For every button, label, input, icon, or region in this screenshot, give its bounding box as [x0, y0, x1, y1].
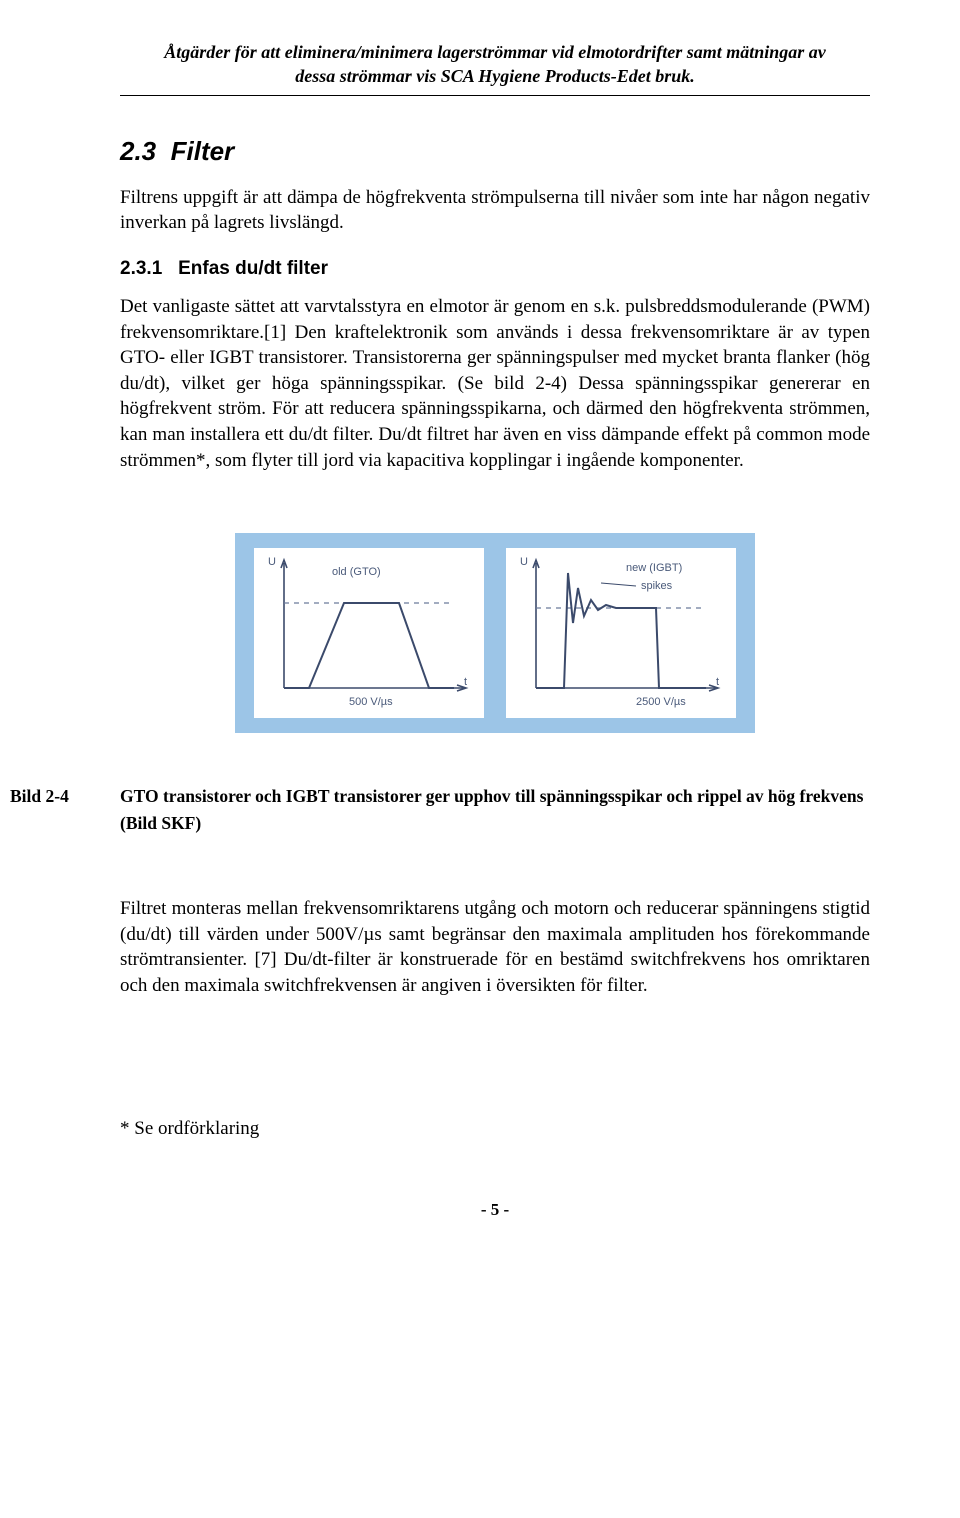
figure-container: U old (GTO) t 500 V/µs — [120, 533, 870, 733]
header-line-1: Åtgärder för att eliminera/minimera lage… — [164, 42, 826, 62]
section-intro: Filtrens uppgift är att dämpa de högfrek… — [120, 185, 870, 236]
page-header: Åtgärder för att eliminera/minimera lage… — [120, 40, 870, 89]
section-title-text: Filter — [171, 136, 235, 166]
caption-label: Bild 2-4 — [10, 783, 120, 836]
caption-text: GTO transistorer och IGBT transistorer g… — [120, 786, 863, 806]
plot-right-title: new (IGBT) — [626, 562, 682, 574]
header-rule — [120, 95, 870, 96]
figure-2-4: U old (GTO) t 500 V/µs — [235, 533, 755, 733]
plot-right-y-label: U — [520, 556, 528, 568]
subsection-heading: 2.3.1 Enfas du/dt filter — [120, 258, 870, 280]
subsection-number: 2.3.1 — [120, 258, 162, 279]
plot-left-gto: U old (GTO) t 500 V/µs — [254, 548, 484, 718]
plot-left-x-label: t — [464, 676, 467, 688]
plot-right-x-label: t — [716, 676, 719, 688]
footnote: * Se ordförklaring — [120, 1118, 870, 1140]
page-number: - 5 - — [120, 1200, 870, 1220]
paragraph-2: Filtret monteras mellan frekvensomriktar… — [120, 896, 870, 999]
section-number: 2.3 — [120, 136, 156, 166]
header-line-2: dessa strömmar vis SCA Hygiene Products-… — [295, 66, 695, 86]
plot-right-spike-label: spikes — [641, 580, 672, 592]
plot-right-rate: 2500 V/µs — [636, 696, 686, 708]
section-heading: 2.3 Filter — [120, 136, 870, 167]
subsection-paragraph: Det vanligaste sättet att varvtalsstyra … — [120, 294, 870, 473]
plot-left-title: old (GTO) — [332, 566, 381, 578]
figure-caption: Bild 2-4 GTO transistorer och IGBT trans… — [10, 783, 950, 836]
plot-right-igbt: U new (IGBT) spikes t 2500 V/µs — [506, 548, 736, 718]
plot-left-rate: 500 V/µs — [349, 696, 393, 708]
caption-source: (Bild SKF) — [120, 813, 201, 833]
subsection-title-text: Enfas du/dt filter — [178, 258, 328, 279]
plot-left-y-label: U — [268, 556, 276, 568]
